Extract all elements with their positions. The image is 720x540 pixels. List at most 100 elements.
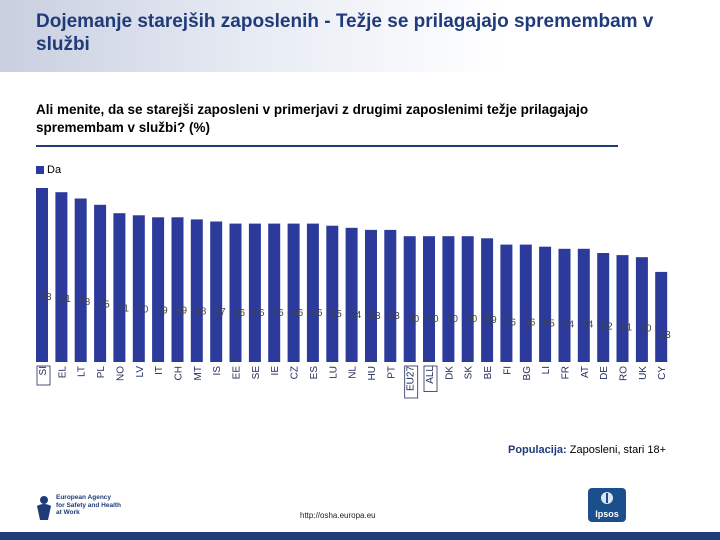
- bar-CZ: [287, 223, 300, 362]
- category-label-BE: BE: [483, 366, 494, 380]
- bar-SI: [36, 188, 48, 362]
- category-label-ALL: ALL: [425, 366, 436, 384]
- value-label-EU27: 60: [408, 314, 420, 325]
- value-label-IT: 69: [157, 305, 169, 316]
- bar-BE: [481, 238, 494, 362]
- bar-IE: [268, 223, 281, 362]
- bar-FR: [558, 248, 571, 362]
- category-label-NO: NO: [115, 366, 126, 381]
- category-label-CY: CY: [657, 366, 668, 380]
- value-label-CY: 43: [660, 330, 672, 341]
- value-label-LV: 70: [137, 304, 149, 315]
- value-label-SK: 60: [466, 314, 478, 325]
- category-label-PL: PL: [96, 366, 107, 379]
- bar-EU27: [403, 236, 416, 362]
- bar-NL: [345, 227, 358, 362]
- bar-ES: [306, 223, 319, 362]
- value-label-DE: 52: [602, 321, 614, 332]
- category-label-SE: SE: [251, 366, 262, 380]
- category-label-IE: IE: [270, 366, 281, 376]
- value-label-FR: 54: [563, 320, 575, 331]
- category-label-IS: IS: [212, 366, 223, 376]
- ipsos-logo-icon: Ipsos: [588, 488, 626, 522]
- header-band: [0, 0, 720, 72]
- value-label-HU: 63: [369, 311, 381, 322]
- category-label-LV: LV: [135, 366, 146, 378]
- value-label-EE: 66: [234, 308, 246, 319]
- bar-ALL: [423, 236, 435, 362]
- bar-NO: [113, 213, 126, 362]
- title-divider: [36, 145, 618, 147]
- bar-SE: [248, 223, 261, 362]
- bar-EL: [55, 192, 68, 362]
- value-label-SI: 83: [40, 292, 52, 303]
- legend-label: Da: [47, 164, 62, 176]
- footer-link[interactable]: http://osha.europa.eu: [300, 511, 376, 520]
- bar-CY: [655, 271, 668, 362]
- bar-FI: [500, 244, 513, 362]
- category-label-SK: SK: [464, 366, 475, 380]
- value-label-IS: 67: [215, 307, 227, 318]
- category-label-HU: HU: [367, 366, 378, 380]
- category-label-EU27: EU27: [406, 366, 417, 391]
- category-label-UK: UK: [638, 366, 649, 380]
- bar-DE: [597, 253, 610, 362]
- category-label-DK: DK: [444, 366, 455, 380]
- category-label-ES: ES: [309, 366, 320, 380]
- value-label-LT: 78: [79, 297, 91, 308]
- category-label-SI: SI: [38, 366, 49, 375]
- category-label-PT: PT: [386, 366, 397, 379]
- value-label-CH: 69: [176, 305, 188, 316]
- footer-bar: [0, 532, 720, 540]
- category-label-FR: FR: [561, 366, 572, 379]
- value-label-LI: 55: [544, 319, 556, 330]
- bar-CH: [171, 217, 184, 362]
- category-label-IT: IT: [154, 366, 165, 375]
- bar-IT: [152, 217, 165, 362]
- value-label-EL: 81: [60, 294, 72, 305]
- bar-AT: [577, 248, 590, 362]
- highlight-box-SI: [36, 365, 51, 386]
- value-label-NO: 71: [118, 303, 130, 314]
- value-label-ES: 66: [311, 308, 323, 319]
- value-label-BE: 59: [486, 315, 498, 326]
- category-label-EL: EL: [57, 366, 68, 379]
- value-label-SE: 66: [253, 308, 265, 319]
- category-label-LI: LI: [541, 366, 552, 374]
- category-label-RO: RO: [619, 366, 630, 381]
- bar-UK: [635, 257, 648, 362]
- value-label-CZ: 66: [292, 308, 304, 319]
- value-label-LU: 65: [331, 309, 343, 320]
- ipsos-emblem-icon: [601, 492, 613, 504]
- bar-MT: [190, 219, 203, 362]
- bar-LU: [326, 225, 339, 362]
- bar-SK: [461, 236, 474, 362]
- category-label-EE: EE: [232, 366, 243, 380]
- value-label-ALL: 60: [427, 314, 439, 325]
- value-label-DK: 60: [447, 314, 459, 325]
- value-label-UK: 50: [640, 323, 652, 334]
- bar-DK: [442, 236, 455, 362]
- value-label-FI: 56: [505, 318, 517, 329]
- bar-EE: [229, 223, 242, 362]
- ipsos-logo-text: Ipsos: [595, 509, 619, 519]
- bar-RO: [616, 255, 629, 362]
- osha-logo-icon: [37, 496, 51, 520]
- bar-chart: 83 SI 81 EL 78 LT 75 PL 71 NO 70 LV 69 IT 69 CH 68 MT 67 IS…: [36, 188, 672, 399]
- value-label-PL: 75: [99, 300, 111, 311]
- category-label-CZ: CZ: [290, 366, 301, 379]
- value-label-NL: 64: [350, 310, 362, 321]
- bar-PL: [94, 204, 107, 362]
- bar-HU: [365, 229, 377, 362]
- value-label-IE: 66: [273, 308, 285, 319]
- legend-swatch: [36, 166, 44, 175]
- value-label-AT: 54: [582, 320, 594, 331]
- category-label-AT: AT: [580, 366, 591, 378]
- chart-question: Ali menite, da se starejši zaposleni v p…: [36, 102, 589, 135]
- category-label-CH: CH: [174, 366, 185, 380]
- highlight-box-EU27: [404, 365, 419, 399]
- category-label-BG: BG: [522, 366, 533, 381]
- category-label-DE: DE: [599, 366, 610, 380]
- value-label-BG: 56: [524, 318, 536, 329]
- category-label-MT: MT: [193, 366, 204, 380]
